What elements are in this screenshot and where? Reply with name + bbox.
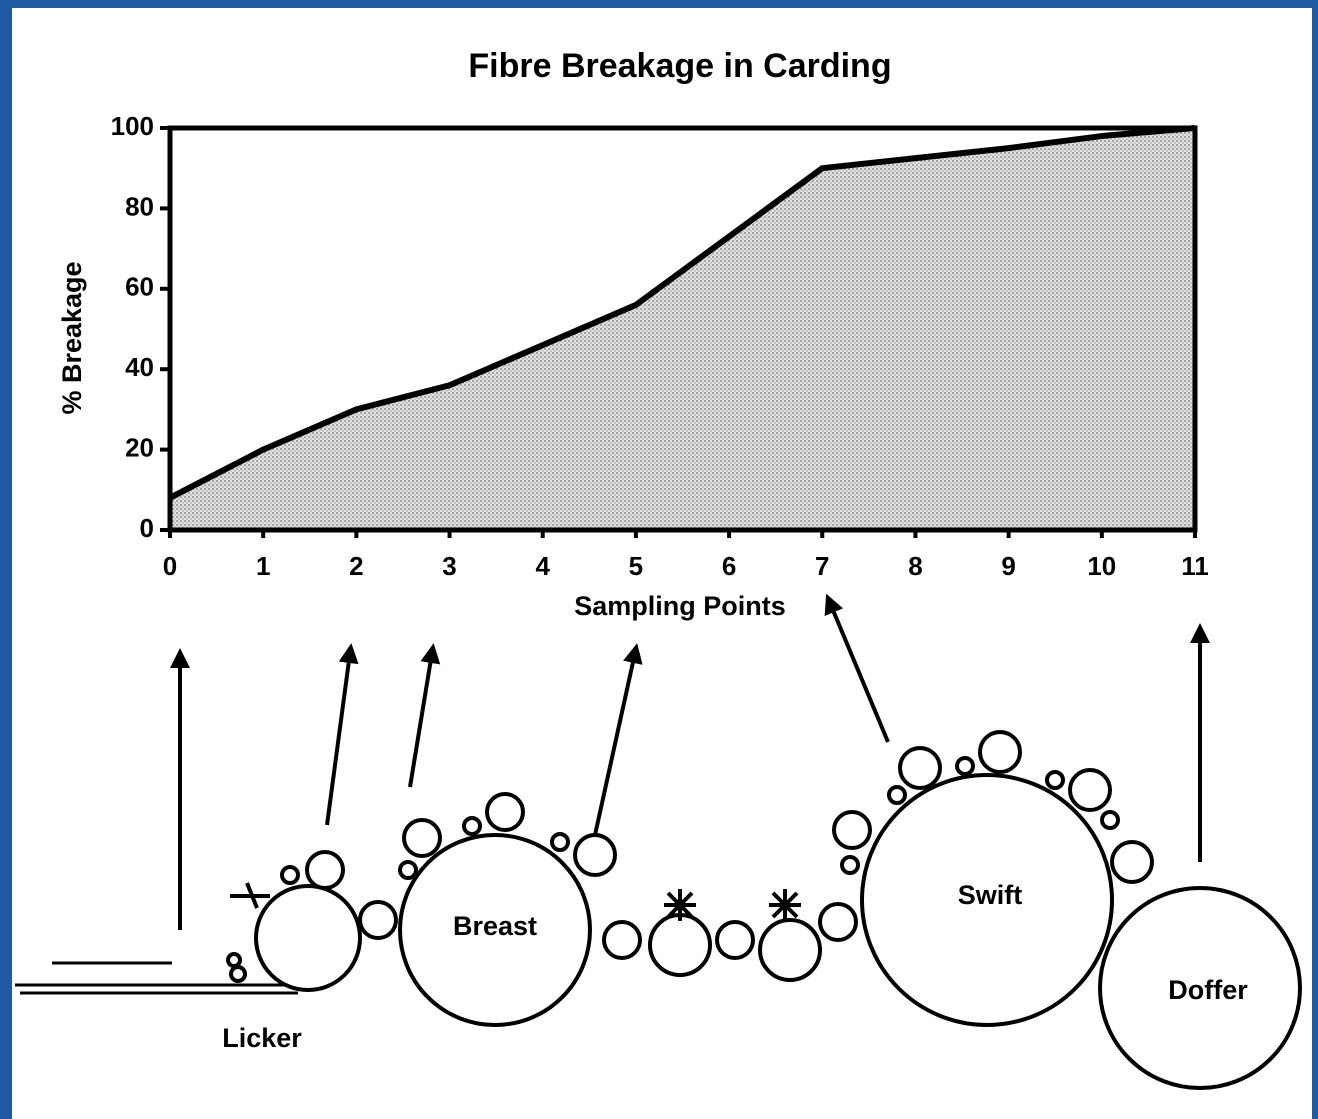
roller <box>832 810 872 850</box>
line <box>168 125 1196 501</box>
label: Swift <box>958 880 1023 910</box>
y-tick-label: 40 <box>125 352 154 382</box>
roller <box>462 816 482 836</box>
roller <box>402 818 442 858</box>
area <box>170 128 1195 530</box>
x-tick-label: 9 <box>1001 551 1015 581</box>
y-axis-label: % Breakage <box>57 261 87 414</box>
roller <box>573 833 617 877</box>
roller <box>955 756 975 776</box>
x-tick-label: 0 <box>163 551 177 581</box>
roller <box>818 902 858 942</box>
x-tick-label: 6 <box>722 551 736 581</box>
plot <box>167 125 1198 533</box>
roller <box>758 918 822 982</box>
roller <box>226 952 242 968</box>
roller <box>485 792 525 832</box>
label: Doffer <box>1168 975 1248 1005</box>
roller <box>280 865 300 885</box>
arrow <box>325 643 359 826</box>
roller <box>550 832 570 852</box>
roller <box>715 920 755 960</box>
x-tick-label: 7 <box>815 551 829 581</box>
label: Breast <box>453 911 537 941</box>
chart: Fibre Breakage in Carding Sampling Point… <box>15 47 1302 1090</box>
roller <box>648 913 712 977</box>
arrow <box>408 643 441 788</box>
x-tick-label: 2 <box>349 551 363 581</box>
x-tick-label: 11 <box>1181 551 1209 581</box>
roller <box>1045 770 1065 790</box>
y-tick-label: 80 <box>125 191 154 221</box>
y-tick-label: 100 <box>111 111 154 141</box>
chart-title: Fibre Breakage in Carding <box>468 47 891 85</box>
roller <box>229 965 247 983</box>
licker-roller <box>254 884 362 992</box>
star-roller <box>230 882 801 921</box>
y-tick-label: 60 <box>125 272 154 302</box>
roller <box>978 730 1022 774</box>
roller <box>887 785 907 805</box>
plot-frame <box>167 125 1198 533</box>
x-tick-label: 3 <box>442 551 456 581</box>
arrow <box>593 643 643 836</box>
breast-cylinder <box>398 833 592 1027</box>
slide: Fibre Breakage in Carding Sampling Point… <box>12 8 1312 1119</box>
x-tick-label: 4 <box>535 551 550 581</box>
roller <box>840 855 860 875</box>
x-axis-label: Sampling Points <box>574 591 786 621</box>
x-tick-label: 8 <box>908 551 922 581</box>
carding-machine: Breast Swift Doffer Licker <box>15 593 1302 1090</box>
doffer-cylinder <box>1098 886 1302 1090</box>
roller <box>1110 840 1154 884</box>
arrow <box>824 593 890 743</box>
roller <box>602 920 642 960</box>
y-tick-label: 20 <box>125 432 154 462</box>
x-tick-label: 5 <box>629 551 643 581</box>
label: Licker <box>222 1023 302 1053</box>
roller <box>358 900 398 940</box>
y-tick-label: 0 <box>140 513 154 543</box>
roller <box>1100 810 1120 830</box>
roller <box>1068 768 1112 812</box>
x-tick-label: 10 <box>1087 551 1116 581</box>
x-tick-label: 1 <box>256 551 270 581</box>
roller <box>305 850 345 890</box>
swift-cylinder <box>860 773 1114 1027</box>
roller <box>398 860 418 880</box>
roller <box>898 746 942 790</box>
